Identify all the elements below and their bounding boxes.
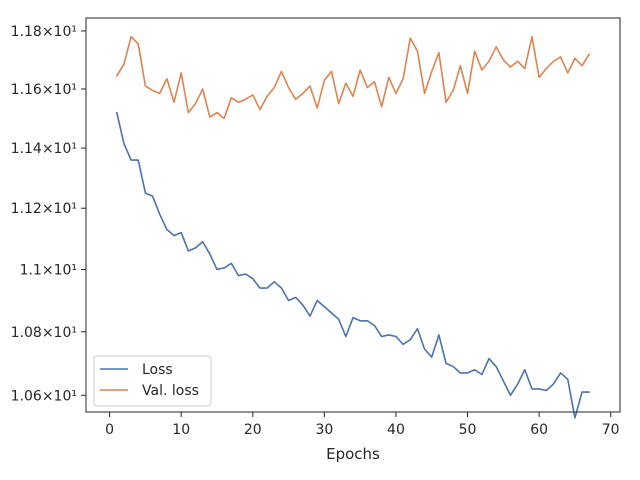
y-tick-label: 1.16×10¹ <box>11 82 77 98</box>
axes-layer: 0 10 20 30 40 50 60 70 1.06×10¹ 1.08×10¹ 1.1×10¹ 1.… <box>11 17 621 438</box>
y-tick-label: 1.12×10¹ <box>11 201 77 217</box>
plot-area <box>86 18 620 412</box>
x-tick-label: 40 <box>387 422 405 438</box>
y-tick-label: 1.1×10¹ <box>20 262 77 278</box>
x-tick-label: 0 <box>105 422 114 438</box>
plot-frame <box>85 17 621 413</box>
x-tick-label: 10 <box>172 422 190 438</box>
x-tick-label: 50 <box>459 422 477 438</box>
y-tick-label: 1.08×10¹ <box>11 325 77 341</box>
x-tick-label: 20 <box>244 422 262 438</box>
x-tick-label: 60 <box>530 422 548 438</box>
series-line-val-loss <box>115 35 591 120</box>
series-layer <box>115 35 591 419</box>
legend: Loss Val. loss <box>93 355 212 407</box>
x-tick-label: 30 <box>315 422 333 438</box>
legend-label: Loss <box>142 362 173 378</box>
plot-background <box>86 18 620 412</box>
y-tick-label: 1.14×10¹ <box>11 141 77 157</box>
y-tick-label: 1.06×10¹ <box>11 388 77 404</box>
y-tick-label: 1.18×10¹ <box>11 24 77 40</box>
series-line-loss <box>115 111 591 419</box>
x-axis-title: Epochs <box>326 445 380 463</box>
legend-label: Val. loss <box>142 383 199 399</box>
x-tick-label: 70 <box>602 422 620 438</box>
